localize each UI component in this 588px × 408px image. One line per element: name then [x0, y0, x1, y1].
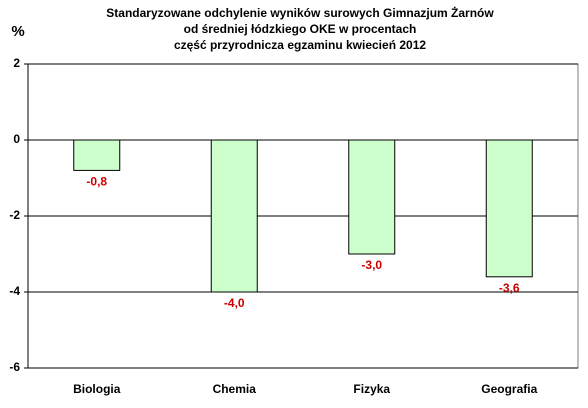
x-tick-label: Biologia: [73, 382, 121, 396]
y-axis-label: %: [11, 23, 24, 40]
y-tick-label: 2: [13, 56, 20, 70]
bar: [485, 139, 533, 278]
x-tick-label: Chemia: [213, 382, 257, 396]
y-tick-label: -2: [9, 208, 20, 222]
chart-title: Standaryzowane odchylenie wyników surowy…: [106, 5, 494, 20]
value-label: -3,6: [499, 281, 520, 295]
bar: [73, 139, 121, 171]
value-label: -0,8: [86, 175, 107, 189]
x-tick-label: Fizyka: [353, 382, 390, 396]
x-tick-label: Geografia: [481, 382, 537, 396]
y-tick-label: 0: [13, 132, 20, 146]
bar: [348, 139, 396, 255]
chart-title: część przyrodnicza egzaminu kwiecień 201…: [174, 38, 426, 52]
value-label: -4,0: [224, 296, 245, 310]
chart-title: od średniej łódzkiego OKE w procentach: [184, 22, 417, 36]
value-label: -3,0: [361, 258, 382, 272]
bar: [210, 139, 258, 293]
y-tick-label: -4: [9, 284, 20, 298]
y-tick-label: -6: [9, 360, 20, 374]
